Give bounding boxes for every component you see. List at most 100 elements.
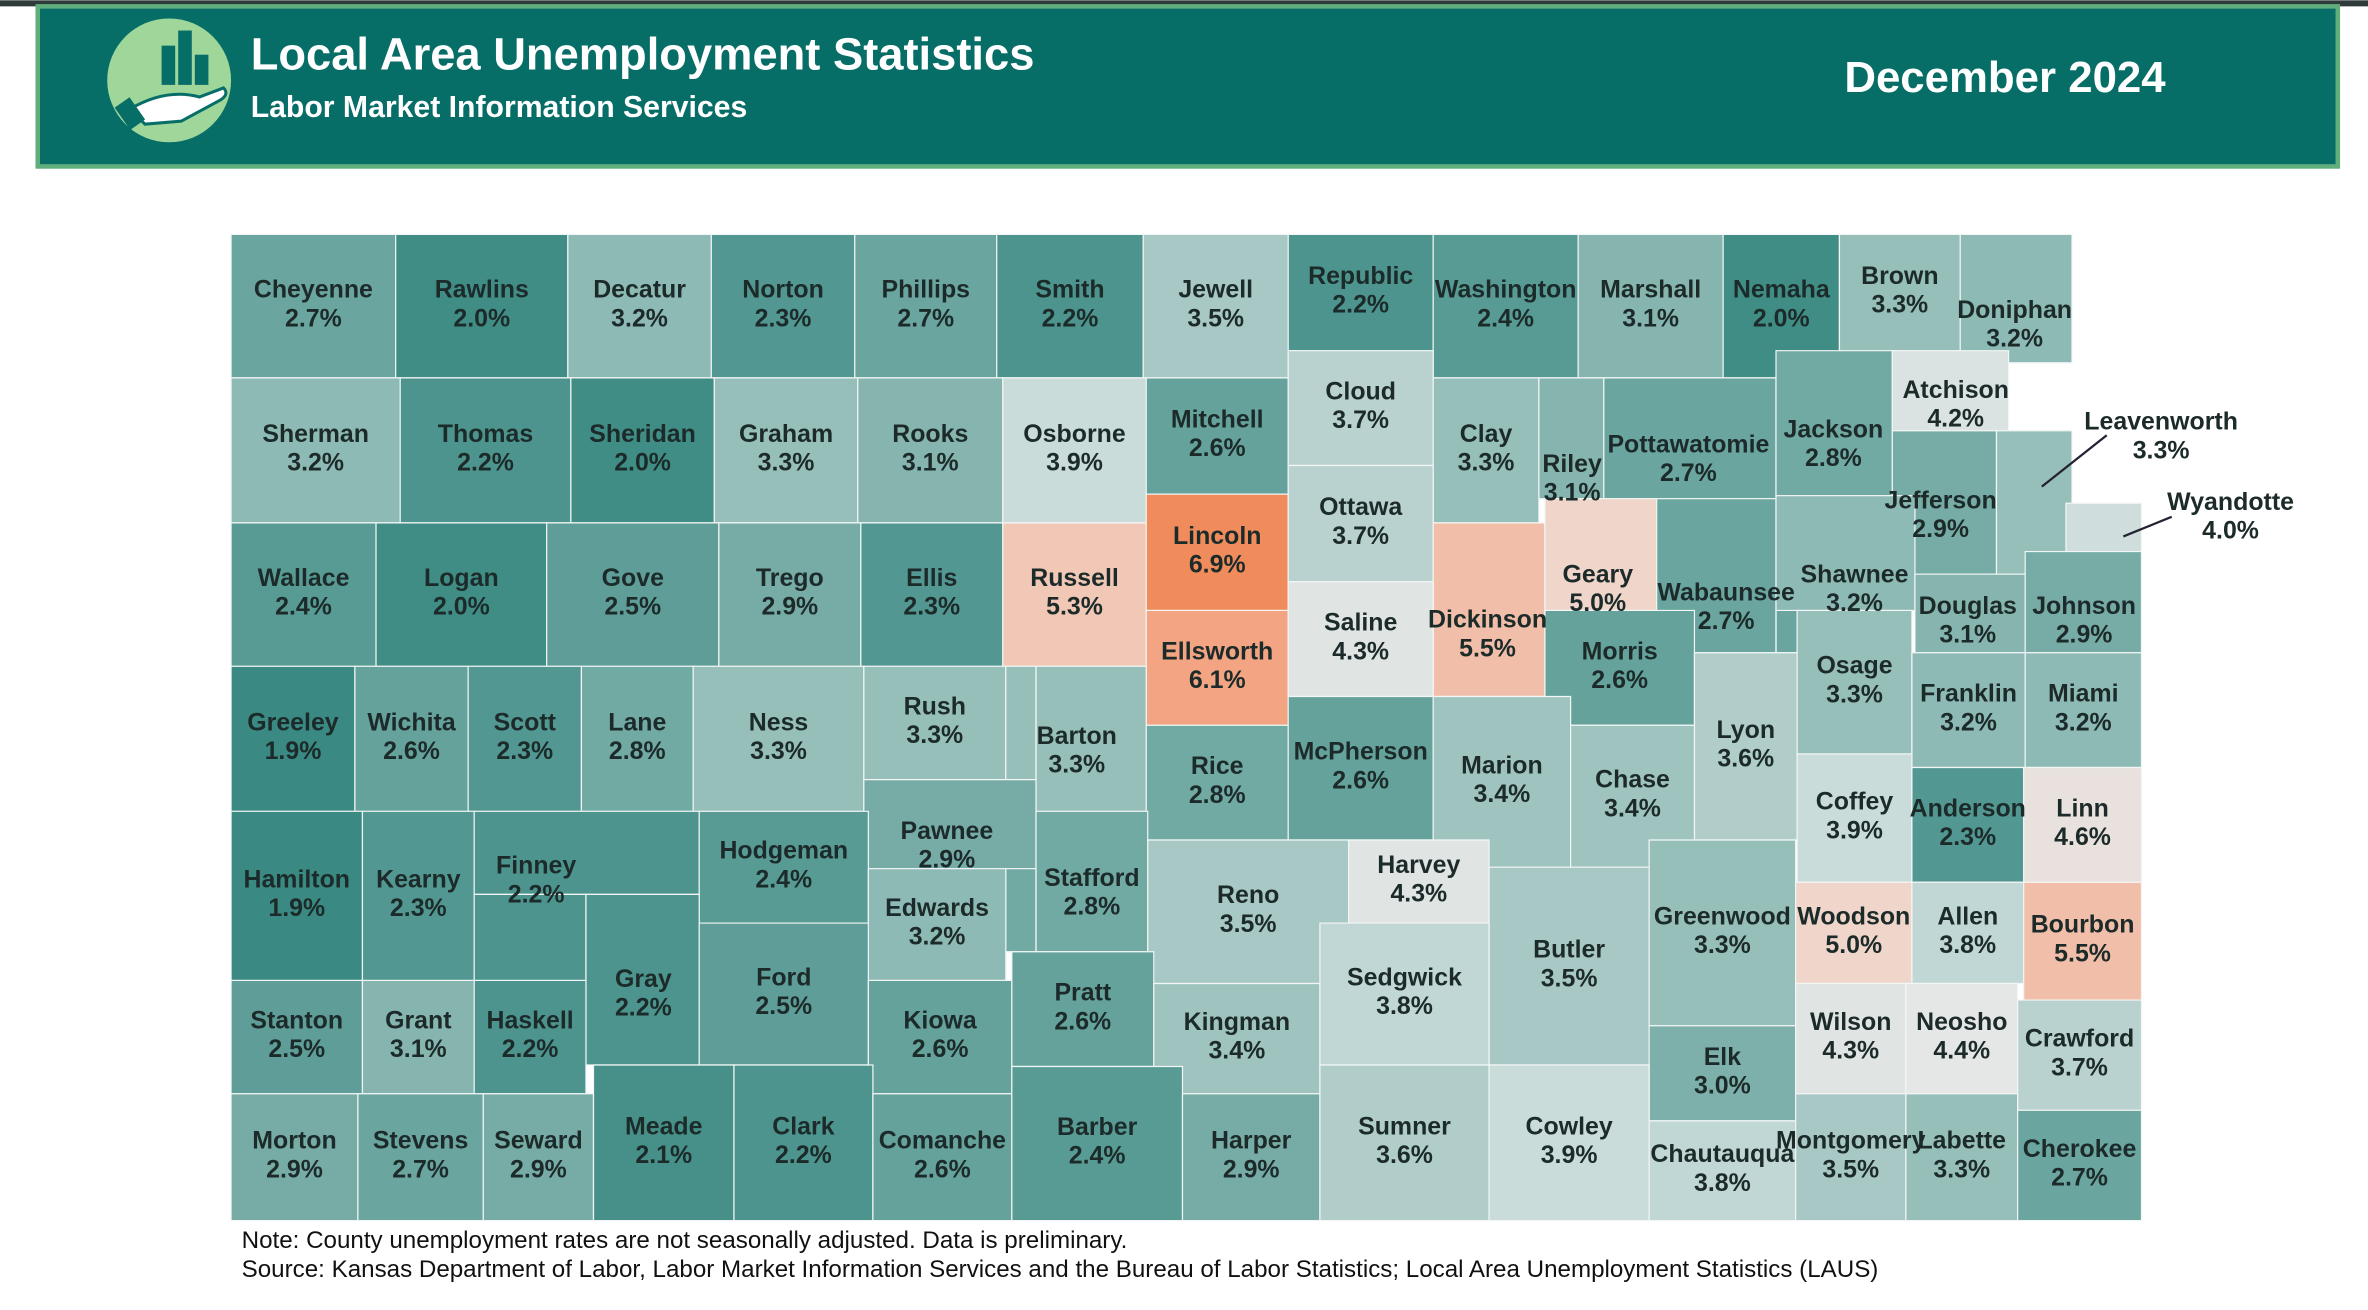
county-name: Marshall: [1600, 276, 1701, 304]
county-name: Brown: [1861, 262, 1938, 290]
county-name: Cherokee: [2023, 1135, 2137, 1163]
county-name: Ellsworth: [1161, 637, 1273, 665]
county-rate: 2.8%: [1805, 444, 1862, 472]
county-name: Stevens: [373, 1127, 469, 1155]
county-name: Chautauqua: [1650, 1140, 1795, 1168]
county-name: Reno: [1217, 881, 1279, 909]
county-rate: 2.9%: [761, 593, 818, 621]
county-name: Ford: [756, 964, 811, 992]
county-rate: 3.9%: [1046, 449, 1103, 477]
county-name: Gove: [602, 564, 664, 592]
county-rate: 2.7%: [897, 304, 954, 332]
county-rate: 2.4%: [1069, 1142, 1126, 1170]
county-name: Doniphan: [1957, 296, 2072, 324]
county-rate: 2.7%: [285, 304, 342, 332]
county-name: Wallace: [258, 564, 350, 592]
county-name: Smith: [1035, 276, 1104, 304]
county-rate: 2.8%: [1063, 893, 1120, 921]
county-rate: 3.8%: [1939, 931, 1996, 959]
county-name: Logan: [424, 564, 499, 592]
county-name: Riley: [1542, 450, 1602, 478]
county-name: Morris: [1582, 637, 1658, 665]
county-name: Labette: [1917, 1127, 2006, 1155]
county-name: Scott: [494, 708, 556, 736]
county-name: Ottawa: [1319, 493, 1403, 521]
county-rate: 3.1%: [390, 1035, 447, 1063]
county-rate: 3.2%: [1986, 325, 2043, 353]
county-rate: 3.2%: [2055, 708, 2112, 736]
county-rate: 2.6%: [1189, 434, 1246, 462]
county-name: Johnson: [2032, 592, 2136, 620]
county-rate: 1.9%: [265, 737, 322, 765]
county-name: Douglas: [1919, 592, 2017, 620]
county-name: Gray: [615, 965, 672, 993]
county-name: Finney: [496, 852, 576, 880]
county-rate: 2.9%: [2056, 621, 2113, 649]
header-title: Local Area Unemployment Statistics: [251, 29, 1035, 80]
county-name: Greeley: [247, 708, 339, 736]
county-name: Kiowa: [903, 1007, 977, 1035]
county-rate: 2.9%: [266, 1155, 323, 1183]
county-name: Osborne: [1023, 420, 1125, 448]
county-name: Washington: [1435, 276, 1577, 304]
county-rate: 3.8%: [1376, 992, 1433, 1020]
county-rate: 2.6%: [914, 1155, 971, 1183]
county-rate: 3.9%: [1826, 816, 1883, 844]
county-name: Elk: [1704, 1043, 1742, 1071]
county-name: Greenwood: [1654, 902, 1791, 930]
county-rate: 4.2%: [1927, 405, 1984, 433]
county-rate: 2.5%: [604, 593, 661, 621]
header-band: [35, 4, 2341, 169]
county-name: Cloud: [1325, 378, 1396, 406]
county-name: Franklin: [1920, 680, 2017, 708]
county-rate: 3.1%: [1622, 304, 1679, 332]
header-subtitle: Labor Market Information Services: [251, 91, 748, 124]
leader-line: [2041, 434, 2108, 488]
county-rate: 4.4%: [1933, 1037, 1990, 1065]
county-rate: 2.2%: [775, 1141, 832, 1169]
county-rate: 3.2%: [1940, 708, 1997, 736]
county-name: Seward: [494, 1127, 583, 1155]
county-rate: 3.0%: [1694, 1071, 1751, 1099]
county-rate: 3.4%: [1604, 794, 1661, 822]
county-border: [1959, 233, 2073, 364]
county-map: [230, 233, 2143, 1222]
county-rate: 3.3%: [1933, 1155, 1990, 1183]
county-name: Bourbon: [2031, 911, 2135, 939]
county-name: Chase: [1595, 766, 1670, 794]
county-name: Wilson: [1810, 1008, 1891, 1036]
county-name: Trego: [756, 564, 824, 592]
county-rate: 3.3%: [758, 449, 815, 477]
county-rate: 2.2%: [502, 1035, 559, 1063]
leader-line: [2122, 515, 2173, 538]
county-rate: 3.3%: [1048, 751, 1105, 779]
county-name: Rooks: [892, 420, 968, 448]
county-name: Dickinson: [1428, 606, 1547, 634]
county-name: Osage: [1816, 652, 1892, 680]
county-name: Montgomery: [1776, 1127, 1926, 1155]
county-name: Geary: [1562, 560, 1633, 588]
county-rate: 3.3%: [1458, 449, 1515, 477]
county-border: [2017, 1109, 2143, 1222]
county-name: Allen: [1937, 902, 1998, 930]
county-rate: 3.5%: [1187, 304, 1244, 332]
county-rate: 3.8%: [1694, 1169, 1751, 1197]
county-name: Phillips: [881, 276, 970, 304]
county-name: Nemaha: [1733, 276, 1831, 304]
county-rate: 3.2%: [909, 923, 966, 951]
county-rate: 2.2%: [1042, 304, 1099, 332]
county-rate: 4.3%: [1822, 1037, 1879, 1065]
county-rate: 2.1%: [635, 1141, 692, 1169]
county-rate: 2.7%: [1660, 459, 1717, 487]
county-rate: 2.6%: [912, 1035, 969, 1063]
county-rate: 2.8%: [609, 737, 666, 765]
county-name: Woodson: [1797, 902, 1910, 930]
county-rate: 3.1%: [1939, 621, 1996, 649]
county-rate: 2.4%: [275, 593, 332, 621]
county-rate: 5.0%: [1825, 931, 1882, 959]
county-rate: 2.0%: [614, 449, 671, 477]
county-name: Hamilton: [243, 865, 350, 893]
county-rate: 6.9%: [1189, 550, 1246, 578]
county-rate: 2.4%: [755, 865, 812, 893]
